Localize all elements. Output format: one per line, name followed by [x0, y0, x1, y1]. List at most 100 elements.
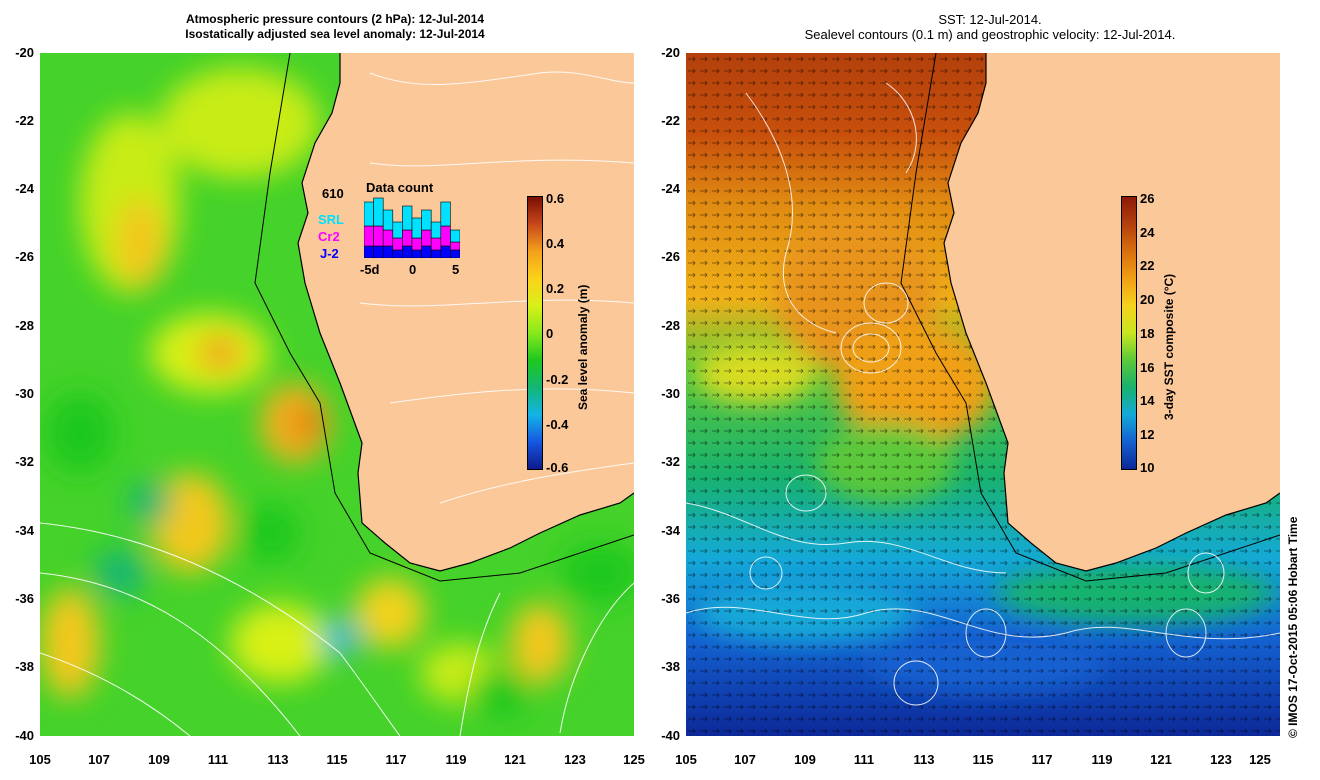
- right-title-line2: Sealevel contours (0.1 m) and geostrophi…: [804, 27, 1176, 42]
- left-map: [40, 53, 634, 736]
- satellite-label-srl: SRL: [318, 212, 344, 227]
- pressure-contours: [40, 71, 634, 736]
- data-count-bar-j2: [411, 249, 422, 258]
- x-tick-right: 121: [1150, 752, 1172, 767]
- sst-colorbar-tick: 24: [1140, 225, 1155, 240]
- data-count-bar-cr2: [382, 229, 394, 247]
- right-title-line1: SST: 12-Jul-2014.: [938, 12, 1042, 27]
- x-tick-left: 107: [88, 752, 110, 767]
- y-tick-left: -36: [15, 591, 34, 606]
- x-tick-left: 121: [504, 752, 526, 767]
- data-count-bar-cr2: [430, 237, 442, 251]
- x-tick-right: 119: [1091, 752, 1113, 767]
- data-count-tick: -5d: [360, 262, 380, 277]
- y-tick-right: -40: [661, 728, 680, 743]
- y-tick-left: -24: [15, 181, 34, 196]
- x-tick-left: 123: [564, 752, 586, 767]
- data-count-bar-cr2: [411, 237, 422, 251]
- x-tick-right: 105: [675, 752, 697, 767]
- sst-colorbar-title: 3-day SST composite (°C): [1162, 273, 1176, 420]
- x-tick-right: 125: [1249, 752, 1271, 767]
- data-count-bar-j2: [450, 249, 460, 258]
- right-map: [686, 53, 1280, 736]
- data-count-bar-j2: [392, 249, 403, 258]
- data-count-bar-j2: [382, 245, 394, 258]
- credit-text: © IMOS 17-Oct-2015 05:06 Hobart Time: [1286, 516, 1300, 738]
- sst-colorbar-tick: 16: [1140, 360, 1155, 375]
- left-title-line1: Atmospheric pressure contours (2 hPa): 1…: [185, 12, 485, 26]
- y-tick-right: -26: [661, 249, 680, 264]
- data-count-bar-srl: [430, 221, 442, 239]
- data-count-bar-srl: [402, 205, 413, 231]
- data-count-total: 610: [322, 186, 344, 201]
- data-count-bar-srl: [382, 209, 394, 231]
- x-tick-right: 107: [734, 752, 756, 767]
- australia-land: [944, 53, 1280, 571]
- data-count-bar-cr2: [421, 229, 432, 247]
- data-count-bar-srl: [392, 221, 403, 239]
- x-tick-left: 117: [385, 752, 407, 767]
- sst-colorbar-tick: 26: [1140, 191, 1155, 206]
- y-tick-right: -22: [661, 113, 680, 128]
- sst-colorbar-bar: [1121, 196, 1137, 470]
- y-tick-right: -36: [661, 591, 680, 606]
- sla-colorbar-tick: -0.4: [546, 417, 569, 432]
- y-tick-left: -32: [15, 454, 34, 469]
- data-count-bar-srl: [373, 197, 384, 227]
- y-tick-right: -28: [661, 318, 680, 333]
- data-count-bar-srl: [364, 201, 374, 227]
- data-count-tick: 5: [452, 262, 460, 277]
- sla-colorbar-tick: -0.2: [546, 372, 569, 387]
- sla-colorbar-tick: 0.4: [546, 236, 565, 251]
- y-tick-right: -34: [661, 523, 680, 538]
- shelf-contour: [254, 53, 634, 582]
- y-tick-left: -30: [15, 386, 34, 401]
- sla-colorbar-tick: 0.2: [546, 281, 565, 296]
- data-count-bar-j2: [421, 245, 432, 258]
- y-tick-right: -32: [661, 454, 680, 469]
- sst-colorbar-tick: 14: [1140, 393, 1155, 408]
- sealevel-contours: [686, 82, 1280, 706]
- right-title: SST: 12-Jul-2014. Sealevel contours (0.1…: [710, 12, 1270, 42]
- x-tick-right: 115: [972, 752, 994, 767]
- x-tick-left: 119: [445, 752, 467, 767]
- data-count-title: Data count: [366, 180, 434, 195]
- sla-field: [40, 68, 634, 718]
- x-tick-right: 111: [853, 752, 875, 767]
- x-tick-left: 115: [326, 752, 348, 767]
- x-tick-left: 113: [267, 752, 289, 767]
- data-count-bar-j2: [430, 249, 442, 258]
- data-count-bar-cr2: [440, 225, 451, 247]
- data-count-bar-j2: [364, 245, 374, 258]
- x-tick-right: 123: [1210, 752, 1232, 767]
- x-tick-left: 109: [148, 752, 170, 767]
- x-tick-left: 105: [29, 752, 51, 767]
- sst-colorbar-tick: 10: [1140, 460, 1155, 475]
- y-tick-left: -38: [15, 659, 34, 674]
- satellite-label-j2: J-2: [320, 246, 339, 261]
- sst-colorbar-tick: 22: [1140, 258, 1155, 273]
- australia-land: [298, 53, 634, 571]
- sla-colorbar-bar: [527, 196, 543, 470]
- left-title-line2: Isostatically adjusted sea level anomaly…: [185, 27, 485, 41]
- left-map-panel: [40, 53, 634, 736]
- data-count-bar-srl: [421, 209, 432, 231]
- satellite-label-cr2: Cr2: [318, 229, 340, 244]
- sla-colorbar-tick: 0.6: [546, 191, 565, 206]
- left-title: Atmospheric pressure contours (2 hPa): 1…: [120, 12, 550, 42]
- y-tick-left: -20: [15, 45, 34, 60]
- y-tick-right: -38: [661, 659, 680, 674]
- y-tick-left: -26: [15, 249, 34, 264]
- sla-colorbar-tick: 0: [546, 326, 554, 341]
- coastline: [943, 53, 1280, 572]
- y-tick-right: -30: [661, 386, 680, 401]
- data-count-bar-cr2: [450, 241, 460, 251]
- x-tick-right: 117: [1031, 752, 1053, 767]
- y-tick-left: -28: [15, 318, 34, 333]
- data-count-tick: 0: [409, 262, 417, 277]
- x-tick-right: 109: [794, 752, 816, 767]
- data-count-bar-cr2: [373, 225, 384, 247]
- sst-colorbar-tick: 12: [1140, 427, 1155, 442]
- data-count-bar-cr2: [402, 229, 413, 247]
- data-count-bar-cr2: [364, 225, 374, 247]
